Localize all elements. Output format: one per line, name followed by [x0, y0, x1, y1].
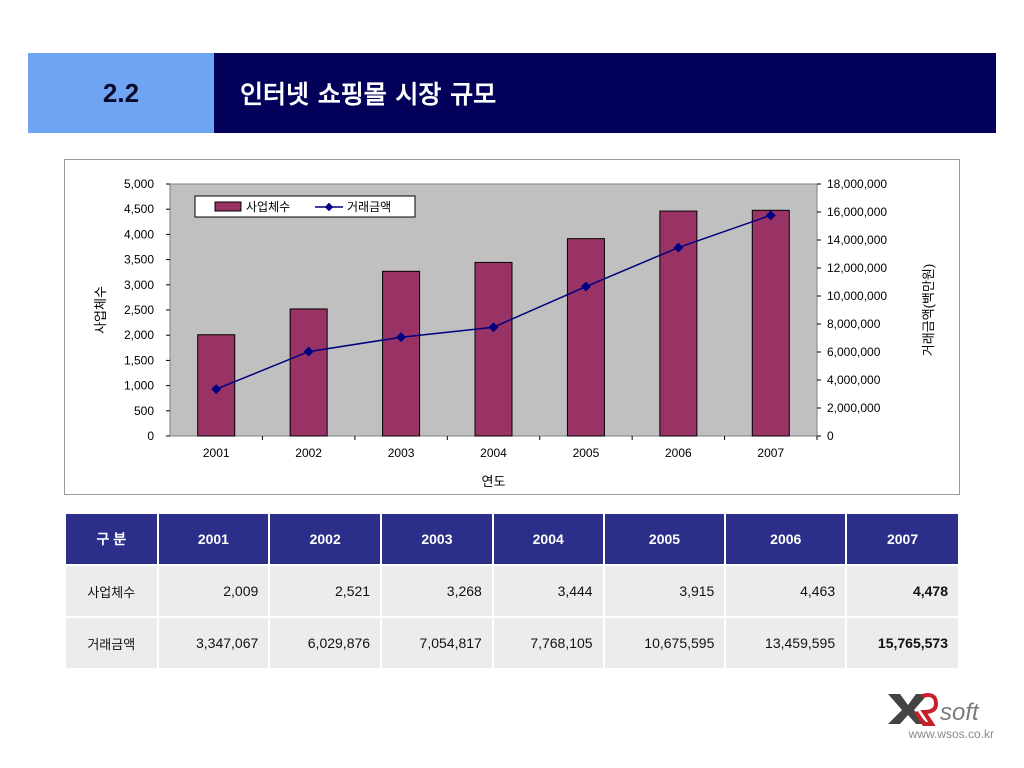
table-cell: 7,054,817 — [380, 616, 494, 670]
right-tick-label: 16,000,000 — [827, 205, 887, 219]
bar — [751, 209, 790, 437]
line-point — [580, 281, 591, 292]
x-tick-label: 2005 — [573, 446, 600, 460]
left-tick-label: 4,000 — [124, 227, 154, 241]
right-tick-label: 6,000,000 — [827, 345, 881, 359]
table-cell: 6,029,876 — [268, 616, 383, 670]
table-header-row: 구 분 2001 2002 2003 2004 2005 2006 2007 — [64, 512, 960, 566]
left-tick-label: 3,500 — [124, 253, 154, 267]
table-header-cell: 2007 — [845, 512, 960, 566]
data-table: 구 분 2001 2002 2003 2004 2005 2006 2007 사… — [64, 512, 960, 670]
table-cell: 3,444 — [491, 564, 605, 618]
table-cell: 10,675,595 — [602, 616, 727, 670]
right-tick-label: 14,000,000 — [827, 233, 887, 247]
table-cell: 3,268 — [380, 564, 494, 618]
bar — [289, 308, 328, 437]
line-point — [488, 322, 499, 333]
x-tick-label: 2001 — [203, 446, 230, 460]
line-point — [396, 332, 407, 343]
right-tick-label: 10,000,000 — [827, 289, 887, 303]
left-tick-label: 5,000 — [124, 177, 154, 191]
table-header-cell: 2004 — [491, 512, 605, 566]
row-label: 사업체수 — [64, 564, 159, 618]
row-label: 거래금액 — [64, 616, 159, 670]
x-tick-label: 2003 — [388, 446, 415, 460]
left-tick-label: 2,000 — [124, 328, 154, 342]
company-logo: soft — [888, 693, 980, 726]
table-cell: 4,463 — [724, 564, 848, 618]
line-point — [303, 346, 314, 357]
x-tick-label: 2002 — [295, 446, 322, 460]
table-cell: 2,009 — [156, 564, 271, 618]
bar — [566, 238, 605, 437]
right-axis-label: 거래금액(백만원) — [921, 264, 936, 356]
line-point — [765, 210, 776, 221]
left-tick-label: 0 — [147, 429, 154, 443]
legend-bar-swatch — [214, 201, 242, 212]
chart-container: 0 500 1,000 1,500 2,000 2,500 3,000 3,500 4,000 4… — [64, 159, 960, 495]
table-cell: 3,915 — [602, 564, 727, 618]
right-tick-label: 4,000,000 — [827, 373, 881, 387]
x-tick-label: 2006 — [665, 446, 692, 460]
table-cell: 13,459,595 — [724, 616, 848, 670]
x-tick-label: 2007 — [757, 446, 784, 460]
bar — [659, 210, 698, 437]
table-cell: 4,478 — [845, 564, 960, 618]
table-cell: 15,765,573 — [845, 616, 960, 670]
legend — [194, 195, 416, 218]
right-tick-label: 12,000,000 — [827, 261, 887, 275]
left-tick-label: 4,500 — [124, 202, 154, 216]
table-row: 거래금액 3,347,067 6,029,876 7,054,817 7,768… — [64, 616, 960, 670]
legend-line-marker — [324, 202, 334, 212]
right-tick-label: 0 — [827, 429, 834, 443]
table-header-cell: 2002 — [268, 512, 383, 566]
section-number: 2.2 — [28, 53, 214, 133]
left-tick-label: 1,000 — [124, 379, 154, 393]
table-header-cell: 구 분 — [64, 512, 159, 566]
left-tick-label: 2,500 — [124, 303, 154, 317]
left-axis-label: 사업체수 — [93, 286, 108, 334]
table-header-cell: 2001 — [156, 512, 271, 566]
left-tick-label: 1,500 — [124, 353, 154, 367]
table-cell: 3,347,067 — [156, 616, 271, 670]
bar — [382, 270, 421, 437]
table-header-cell: 2005 — [602, 512, 727, 566]
legend-label: 사업체수 — [246, 200, 290, 214]
left-tick-label: 3,000 — [124, 278, 154, 292]
bar — [474, 261, 513, 437]
line-point — [211, 384, 222, 395]
line-point — [673, 242, 684, 253]
combo-chart: 0 500 1,000 1,500 2,000 2,500 3,000 3,500 4,000 4… — [93, 177, 936, 489]
page-title: 인터넷 쇼핑몰 시장 규모 — [214, 53, 996, 133]
right-tick-label: 2,000,000 — [827, 401, 881, 415]
table-header-cell: 2003 — [380, 512, 494, 566]
website-url: www.wsos.co.kr — [908, 727, 994, 741]
right-tick-label: 18,000,000 — [827, 177, 887, 191]
table-cell: 7,768,105 — [491, 616, 605, 670]
x-tick-label: 2004 — [480, 446, 507, 460]
left-tick-label: 500 — [134, 404, 154, 418]
table-header-cell: 2006 — [724, 512, 848, 566]
legend-label: 거래금액 — [347, 200, 391, 214]
table-row: 사업체수 2,009 2,521 3,268 3,444 3,915 4,463… — [64, 564, 960, 618]
svg-text:soft: soft — [940, 699, 980, 726]
right-tick-label: 8,000,000 — [827, 317, 881, 331]
table-cell: 2,521 — [268, 564, 383, 618]
x-axis-label: 연도 — [482, 474, 506, 489]
